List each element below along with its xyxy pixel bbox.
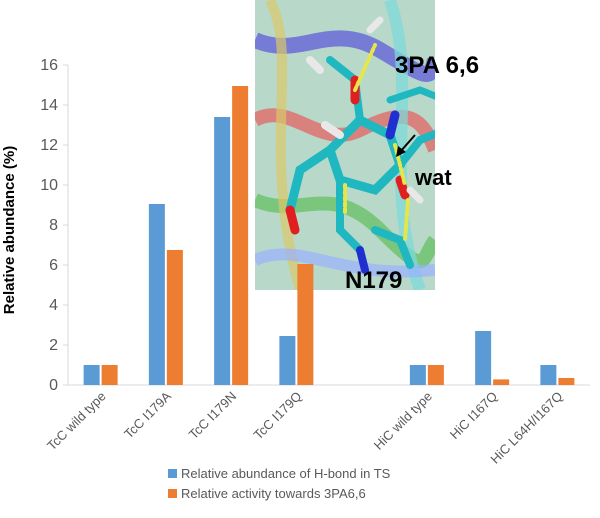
legend-entry: Relative activity towards 3PA6,6 (181, 486, 366, 501)
legend-swatch (168, 469, 177, 478)
y-tick-label: 14 (40, 97, 58, 114)
y-tick-label: 10 (40, 177, 58, 194)
bar-activity (101, 365, 118, 385)
x-category-label: TcC I179A (121, 388, 174, 441)
x-category-label: TcC wild type (44, 389, 109, 454)
bar-activity (166, 250, 183, 385)
bar-hbond (148, 204, 165, 385)
bar-hbond (475, 331, 492, 385)
y-tick-label: 8 (49, 217, 58, 234)
y-tick-label: 0 (49, 377, 58, 394)
inset-label-residue: N179 (345, 267, 402, 294)
x-category-label: TcC I179Q (250, 389, 304, 443)
x-category-label: HiC wild type (371, 389, 435, 453)
inset-labels: 3PA 6,6 wat N179 (345, 52, 479, 294)
bar-activity (232, 86, 249, 385)
legend-entry: Relative abundance of H-bond in TS (181, 466, 391, 481)
bar-hbond (409, 365, 426, 385)
y-tick-label: 12 (40, 137, 58, 154)
x-category-label: TcC I179N (186, 389, 240, 443)
chart-bars (83, 86, 575, 385)
x-category-label: HiC L64H/I167Q (487, 389, 565, 467)
chart-legend: Relative abundance of H-bond in TS Relati… (168, 466, 391, 501)
bar-activity (558, 378, 575, 385)
molecular-structure-inset (255, 0, 435, 290)
y-tick-label: 2 (49, 337, 58, 354)
bar-activity (427, 365, 444, 385)
y-tick-label: 4 (49, 297, 58, 314)
bar-activity (493, 379, 510, 385)
x-category-label: HiC I167Q (447, 389, 501, 443)
bar-activity (297, 264, 314, 385)
bar-hbond (540, 365, 557, 385)
inset-label-substrate: 3PA 6,6 (395, 52, 479, 79)
y-axis-title: Relative abundance (%) (1, 146, 18, 314)
bar-hbond (83, 365, 100, 385)
y-tick-label: 6 (49, 257, 58, 274)
inset-label-water: wat (414, 165, 452, 190)
bar-hbond (214, 117, 231, 385)
y-tick-label: 16 (40, 57, 58, 74)
bar-hbond (279, 336, 296, 385)
legend-swatch (168, 489, 177, 498)
